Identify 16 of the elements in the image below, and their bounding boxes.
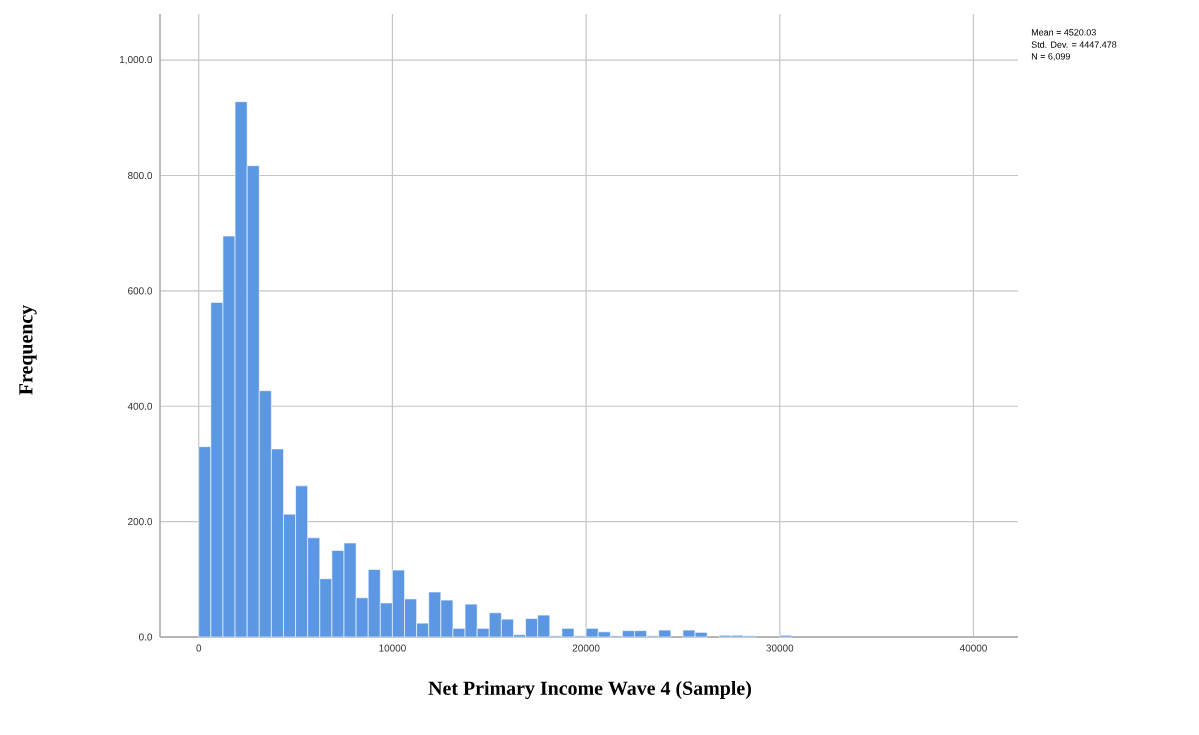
x-tick-label: 30000 [766, 644, 794, 652]
y-tick-label: 1,000.0 [120, 56, 153, 65]
y-axis-title: Frequency [19, 304, 37, 395]
text: N = 6,099 [1031, 53, 1070, 61]
text: Mean = 4520.03 [1031, 29, 1096, 36]
x-tick-label: 10000 [379, 644, 406, 652]
y-tick-label: 400.0 [127, 402, 153, 410]
x-tick-label: 20000 [572, 644, 600, 652]
x-tick-label: 0 [196, 644, 202, 652]
y-tick-label: 800.0 [127, 171, 153, 180]
text: Std. Dev. = 4447.478 [1031, 41, 1117, 48]
y-tick-label: 200.0 [128, 518, 153, 526]
y-tick-label: 600.0 [128, 287, 153, 295]
y-tick-label: 0.0 [139, 633, 153, 641]
x-tick-label: 40000 [959, 644, 987, 652]
x-axis-title: Net Primary Income Wave 4 (Sample) [428, 680, 751, 700]
